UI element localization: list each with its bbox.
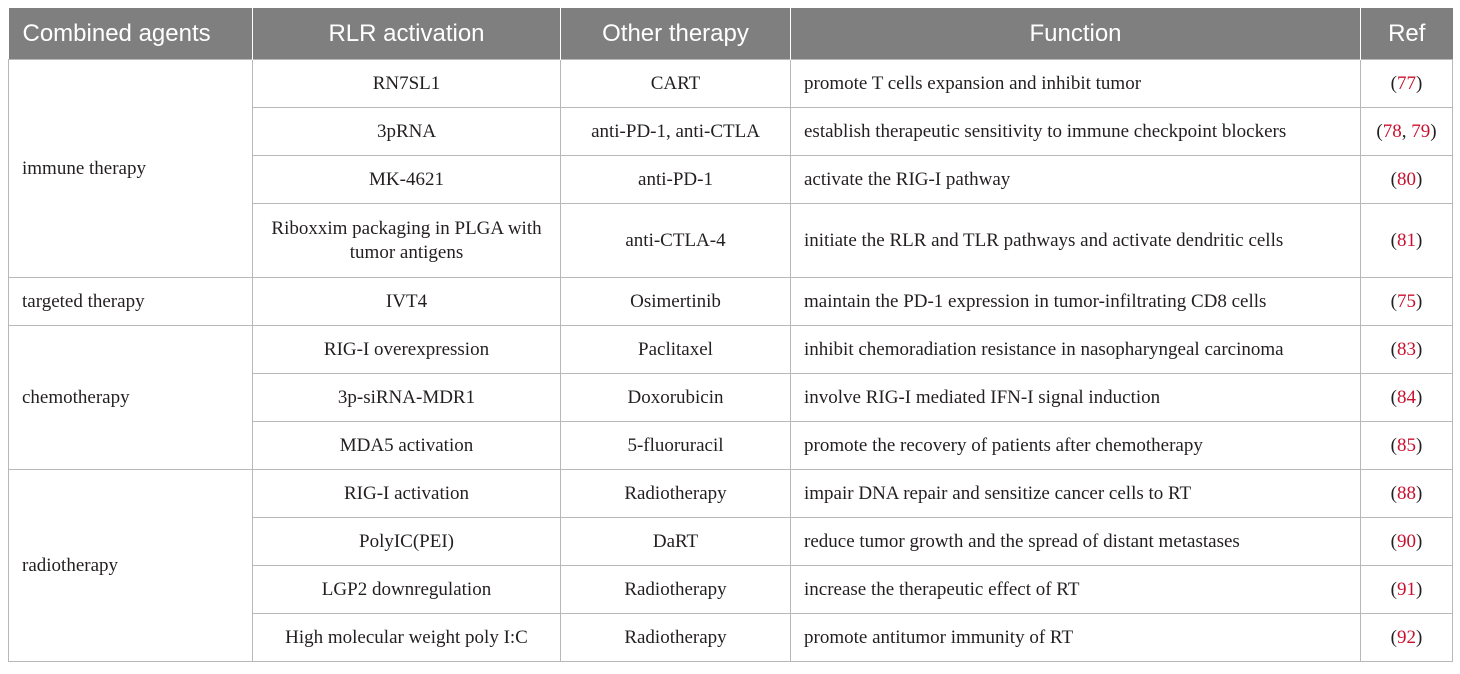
header-other-therapy: Other therapy [560, 8, 791, 60]
combined-agent-cell: targeted therapy [8, 277, 253, 326]
combined-agent-cell: immune therapy [8, 59, 253, 278]
ref-cell: (83) [1360, 325, 1453, 374]
ref-cell: (80) [1360, 155, 1453, 204]
combined-agent-cell: radiotherapy [8, 469, 253, 662]
function-cell: increase the therapeutic effect of RT [790, 565, 1361, 614]
function-cell: inhibit chemoradiation resistance in nas… [790, 325, 1361, 374]
ref-link[interactable]: 81 [1397, 229, 1416, 251]
other-therapy-cell: anti-PD-1 [560, 155, 791, 204]
function-cell: maintain the PD-1 expression in tumor-in… [790, 277, 1361, 326]
header-combined-agents: Combined agents [8, 8, 253, 60]
function-cell: involve RIG-I mediated IFN-I signal indu… [790, 373, 1361, 422]
other-therapy-cell: Osimertinib [560, 277, 791, 326]
table-row: immune therapy RN7SL1 CART promote T cel… [8, 59, 1453, 278]
function-cell: impair DNA repair and sensitize cancer c… [790, 469, 1361, 518]
rlr-activation-cell: RN7SL1 [252, 59, 561, 108]
rlr-activation-cell: RIG-I overexpression [252, 325, 561, 374]
function-cell: initiate the RLR and TLR pathways and ac… [790, 203, 1361, 278]
table-row: radiotherapy RIG-I activation Radiothera… [8, 469, 1453, 662]
rlr-activation-cell: 3pRNA [252, 107, 561, 156]
ref-cell: (90) [1360, 517, 1453, 566]
ref-link[interactable]: 85 [1397, 434, 1416, 456]
rlr-activation-cell: PolyIC(PEI) [252, 517, 561, 566]
table-row: chemotherapy RIG-I overexpression Paclit… [8, 325, 1453, 470]
table-row: targeted therapy IVT4 Osimertinib mainta… [8, 277, 1453, 326]
table-row: MK-4621 anti-PD-1 activate the RIG-I pat… [9, 155, 1453, 204]
ref-cell: (77) [1360, 59, 1453, 108]
function-cell: promote antitumor immunity of RT [790, 613, 1361, 662]
rlr-activation-cell: MK-4621 [252, 155, 561, 204]
ref-link[interactable]: 91 [1397, 578, 1416, 600]
rlr-activation-cell: Riboxxim packaging in PLGA with tumor an… [252, 203, 561, 278]
ref-link[interactable]: 83 [1397, 338, 1416, 360]
header-row: Combined agents RLR activation Other the… [8, 8, 1453, 60]
ref-cell: (85) [1360, 421, 1453, 470]
ref-cell: (75) [1360, 277, 1453, 326]
ref-cell: (91) [1360, 565, 1453, 614]
other-therapy-cell: Radiotherapy [560, 613, 791, 662]
rlr-activation-cell: LGP2 downregulation [252, 565, 561, 614]
function-cell: activate the RIG-I pathway [790, 155, 1361, 204]
ref-cell: (88) [1360, 469, 1453, 518]
rlr-activation-cell: MDA5 activation [252, 421, 561, 470]
other-therapy-cell: anti-CTLA-4 [560, 203, 791, 278]
rlr-activation-cell: IVT4 [252, 277, 561, 326]
combined-agent-cell: chemotherapy [8, 325, 253, 470]
function-cell: promote T cells expansion and inhibit tu… [790, 59, 1361, 108]
ref-cell: (81) [1360, 203, 1453, 278]
other-therapy-cell: Radiotherapy [560, 565, 791, 614]
ref-link[interactable]: 77 [1397, 72, 1416, 94]
table-row: PolyIC(PEI) DaRT reduce tumor growth and… [9, 517, 1453, 566]
other-therapy-cell: Doxorubicin [560, 373, 791, 422]
combined-therapy-table: Combined agents RLR activation Other the… [8, 8, 1453, 662]
rlr-activation-cell: RIG-I activation [252, 469, 561, 518]
header-function: Function [790, 8, 1361, 60]
ref-link[interactable]: 90 [1397, 530, 1416, 552]
table-row: High molecular weight poly I:C Radiother… [9, 613, 1453, 662]
ref-link[interactable]: 88 [1397, 482, 1416, 504]
header-ref: Ref [1360, 8, 1453, 60]
ref-link[interactable]: 92 [1397, 626, 1416, 648]
rlr-activation-cell: High molecular weight poly I:C [252, 613, 561, 662]
table-body: immune therapy RN7SL1 CART promote T cel… [8, 59, 1453, 662]
other-therapy-cell: Radiotherapy [560, 469, 791, 518]
table-row: LGP2 downregulation Radiotherapy increas… [9, 565, 1453, 614]
table-header: Combined agents RLR activation Other the… [8, 8, 1453, 60]
ref-link[interactable]: 84 [1397, 386, 1416, 408]
table-row: 3pRNA anti-PD-1, anti-CTLA establish the… [9, 107, 1453, 156]
ref-link[interactable]: 79 [1411, 120, 1431, 142]
ref-link[interactable]: 75 [1397, 290, 1416, 312]
ref-cell: (84) [1360, 373, 1453, 422]
table-row: Riboxxim packaging in PLGA with tumor an… [9, 203, 1453, 278]
other-therapy-cell: CART [560, 59, 791, 108]
table-row: 3p-siRNA-MDR1 Doxorubicin involve RIG-I … [9, 373, 1453, 422]
function-cell: promote the recovery of patients after c… [790, 421, 1361, 470]
rlr-activation-cell: 3p-siRNA-MDR1 [252, 373, 561, 422]
header-rlr-activation: RLR activation [252, 8, 561, 60]
function-cell: reduce tumor growth and the spread of di… [790, 517, 1361, 566]
ref-cell: (92) [1360, 613, 1453, 662]
ref-link[interactable]: 78 [1382, 120, 1402, 142]
other-therapy-cell: DaRT [560, 517, 791, 566]
ref-cell: (78, 79) [1360, 107, 1453, 156]
other-therapy-cell: Paclitaxel [560, 325, 791, 374]
ref-link[interactable]: 80 [1397, 168, 1416, 190]
other-therapy-cell: 5-fluoruracil [560, 421, 791, 470]
other-therapy-cell: anti-PD-1, anti-CTLA [560, 107, 791, 156]
function-cell: establish therapeutic sensitivity to imm… [790, 107, 1361, 156]
